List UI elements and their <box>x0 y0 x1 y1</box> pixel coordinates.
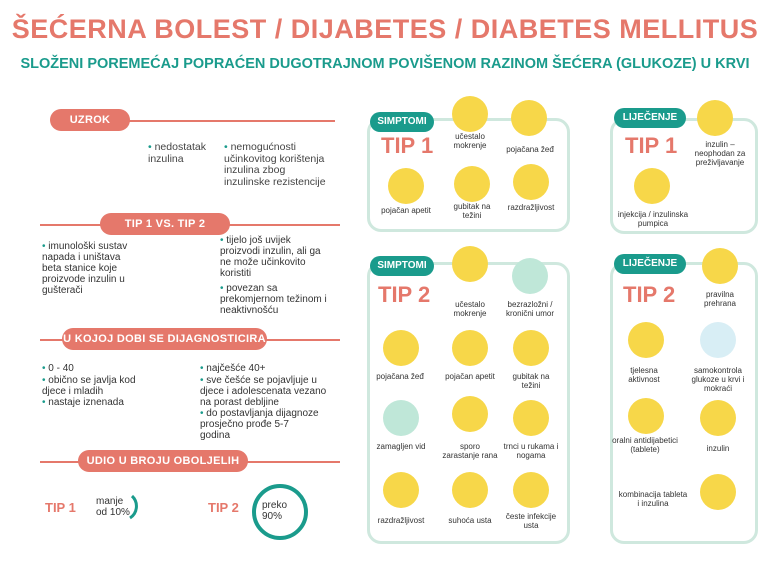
water-drop-icon <box>511 100 547 136</box>
simptomi2-item: razdražljivost <box>377 516 425 525</box>
section-tipvs-label: TIP 1 VS. TIP 2 <box>100 213 230 235</box>
dob-right-3: do postavljanja dijagnoze prosječno prođ… <box>200 408 320 441</box>
tip1-share-arc <box>129 494 138 520</box>
udio-tip2: TIP 2 <box>208 500 239 515</box>
page-subtitle: SLOŽENI POREMEĆAJ POPRAĆEN DUGOTRAJNOM P… <box>20 56 750 72</box>
udio-tip1: TIP 1 <box>45 500 76 515</box>
simptomi1-item: pojačana žeđ <box>506 145 554 154</box>
insulin-pump-icon <box>634 168 670 204</box>
udio-tip2-value: preko 90% <box>262 500 288 522</box>
pills-icon <box>628 398 664 434</box>
eye-blur-icon <box>383 400 419 436</box>
page-title: ŠEĆERNA BOLEST / DIJABETES / DIABETES ME… <box>11 14 759 44</box>
simptomi2-item: trnci u rukama i nogama <box>503 442 559 460</box>
dob-left-3: nastaje iznenada <box>42 397 152 408</box>
scale-icon <box>454 166 490 202</box>
simptomi2-item: učestalo mokrenje <box>453 300 487 318</box>
simptomi1-item: pojačan apetit <box>381 206 431 215</box>
lijecenje2-item: kombinacija tableta i inzulina <box>618 490 688 508</box>
lijecenje2-item: samokontrola glukoze u krvi i mokraći <box>691 366 745 393</box>
scale-icon <box>513 330 549 366</box>
insulin-vial-icon <box>700 400 736 436</box>
uzrok-right: nemogućnosti učinkovitog korištenja inzu… <box>224 141 334 188</box>
tipvs-left: imunološki sustav napada i uništava beta… <box>42 241 142 296</box>
lijecenje2-item: inzulin <box>706 444 730 453</box>
section-udio-label: UDIO U BROJU OBOLJELIH <box>78 450 248 472</box>
lijecenje2-item: pravilna prehrana <box>703 290 737 308</box>
water-drop-icon <box>383 330 419 366</box>
dob-left-1: 0 - 40 <box>42 363 152 374</box>
simptomi2-item: pojačan apetit <box>445 372 495 381</box>
simptomi2-item: česte infekcije usta <box>505 512 557 530</box>
divider <box>90 120 335 122</box>
udio-tip1-value: manje od 10% <box>96 496 130 518</box>
simptomi2-item: gubitak na težini <box>512 372 550 390</box>
toilet-icon <box>452 96 488 132</box>
dob-right-1: najčešće 40+ <box>200 363 330 374</box>
lijecenje1-item: inzulin – neophodan za preživljavanje <box>694 140 746 167</box>
running-shoe-icon <box>628 322 664 358</box>
dob-left-2: obično se javlja kod djece i mladih <box>42 375 137 397</box>
feet-icon <box>513 400 549 436</box>
angry-face-icon <box>513 164 549 200</box>
vegetables-icon <box>702 248 738 284</box>
section-dob-label: U KOJOJ DOBI SE DIJAGNOSTICIRA <box>62 328 267 350</box>
section-uzrok-label: UZROK <box>50 109 130 131</box>
simptomi1-item: razdražljivost <box>507 203 555 212</box>
sick-face-icon <box>513 472 549 508</box>
battery-icon <box>512 258 548 294</box>
simptomi2-item: pojačana žeđ <box>376 372 424 381</box>
lijecenje2-item: tjelesna aktivnost <box>628 366 660 384</box>
simptomi1-item: gubitak na težini <box>453 202 491 220</box>
drinking-woman-icon <box>452 472 488 508</box>
simptomi2-item: sporo zarastanje rana <box>442 442 498 460</box>
insulin-vial-icon <box>697 100 733 136</box>
burger-icon <box>452 330 488 366</box>
burger-icon <box>388 168 424 204</box>
pills-insulin-icon <box>700 474 736 510</box>
simptomi2-item: zamagljen vid <box>376 442 426 451</box>
glucose-chart-icon <box>700 322 736 358</box>
angry-face-icon <box>383 472 419 508</box>
simptomi1-item: učestalo mokrenje <box>453 132 487 150</box>
tipvs-right-2: povezan sa prekomjernom težinom i neakti… <box>220 283 335 316</box>
simptomi1-label: SIMPTOMI <box>370 112 434 132</box>
simptomi2-label: SIMPTOMI <box>370 256 434 276</box>
toilet-icon <box>452 246 488 282</box>
wounded-hand-icon <box>452 396 488 432</box>
dob-right-2: sve češće se pojavljuje u djece i adoles… <box>200 375 328 408</box>
tipvs-right-1: tijelo još uvijek proizvodi inzulin, ali… <box>220 235 330 279</box>
simptomi1-tip: TIP 1 <box>381 133 434 158</box>
simptomi2-item: bezrazložni / kronični umor <box>505 300 554 318</box>
simptomi2-tip: TIP 2 <box>378 282 431 307</box>
lijecenje2-tip: TIP 2 <box>623 282 676 307</box>
lijecenje1-item: injekcija / inzulinska pumpica <box>617 210 689 228</box>
tip2-share-ring <box>252 484 308 540</box>
uzrok-left: nedostatak inzulina <box>148 141 218 165</box>
lijecenje1-tip: TIP 1 <box>625 133 678 158</box>
lijecenje2-item: oralni antidijabetici (tablete) <box>612 436 678 454</box>
lijecenje1-label: LIJEČENJE <box>614 108 686 128</box>
simptomi2-item: suhoća usta <box>448 516 492 525</box>
lijecenje2-label: LIJEČENJE <box>614 254 686 274</box>
